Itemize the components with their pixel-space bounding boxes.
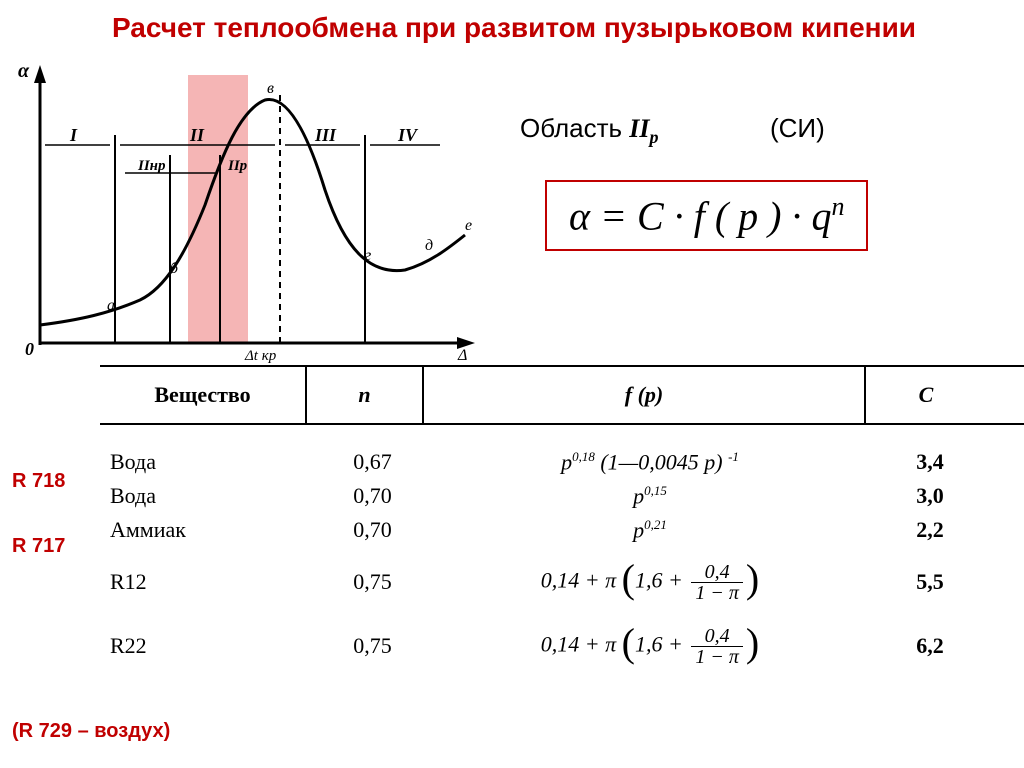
main-formula: α = C · f ( p ) · qn (545, 180, 868, 251)
svg-text:α: α (18, 60, 30, 82)
svg-text:б: б (170, 260, 179, 277)
cell-n: 0,75 (315, 569, 430, 595)
cell-c: 3,0 (870, 483, 990, 509)
svg-text:г: г (365, 247, 371, 264)
table-row: Аммиак0,70p0,212,2 (100, 513, 1024, 547)
boiling-curve-graph: α 0 I II III IV IIнр IIр а б в г д е Δt … (10, 55, 480, 365)
header-substance: Вещество (100, 367, 307, 423)
ref-r718: R 718 (12, 470, 65, 493)
cell-n: 0,75 (315, 633, 430, 659)
cell-n: 0,70 (315, 517, 430, 543)
svg-text:д: д (425, 237, 433, 254)
cell-fp: p0,18 (1—0,0045 p) -1 (430, 449, 870, 475)
svg-text:Δt кр: Δt кр (244, 348, 277, 364)
cell-c: 5,5 (870, 569, 990, 595)
table-row: Вода0,67p0,18 (1—0,0045 p) -13,4 (100, 445, 1024, 479)
cell-fp: p0,15 (430, 483, 870, 509)
table-row: R120,750,14 + π (1,6 + 0,41 − π)5,5 (100, 553, 1024, 611)
svg-text:IV: IV (397, 125, 419, 145)
svg-text:е: е (465, 217, 472, 234)
si-label: (СИ) (770, 113, 825, 144)
svg-text:IIнр: IIнр (137, 158, 166, 174)
cell-substance: Вода (100, 449, 315, 475)
table-row: R220,750,14 + π (1,6 + 0,41 − π)6,2 (100, 617, 1024, 675)
ref-r717: R 717 (12, 535, 65, 558)
svg-text:III: III (314, 125, 337, 145)
table-header: Вещество n f (p) C (100, 365, 1024, 425)
svg-text:I: I (69, 125, 78, 145)
cell-substance: R22 (100, 633, 315, 659)
svg-text:в: в (267, 80, 274, 97)
cell-n: 0,70 (315, 483, 430, 509)
cell-c: 3,4 (870, 449, 990, 475)
cell-substance: Аммиак (100, 517, 315, 543)
cell-c: 2,2 (870, 517, 990, 543)
highlight-region (188, 75, 248, 343)
cell-fp: p0,21 (430, 517, 870, 543)
ref-r729: (R 729 – воздух) (12, 720, 170, 743)
header-c: C (866, 367, 986, 423)
svg-text:Δ: Δ (457, 347, 467, 364)
cell-substance: R12 (100, 569, 315, 595)
header-n: n (307, 367, 424, 423)
svg-text:0: 0 (25, 339, 34, 359)
table-row: Вода0,70p0,153,0 (100, 479, 1024, 513)
header-fp: f (p) (424, 367, 866, 423)
region-label: Область IIp (520, 113, 659, 148)
cell-c: 6,2 (870, 633, 990, 659)
cell-fp: 0,14 + π (1,6 + 0,41 − π) (430, 562, 870, 603)
svg-text:IIр: IIр (227, 158, 248, 174)
svg-text:а: а (107, 297, 115, 314)
coefficients-table: Вещество n f (p) C Вода0,67p0,18 (1—0,00… (100, 365, 1024, 675)
page-title: Расчет теплообмена при развитом пузырько… (24, 12, 1004, 44)
cell-n: 0,67 (315, 449, 430, 475)
svg-text:II: II (189, 125, 205, 145)
cell-substance: Вода (100, 483, 315, 509)
cell-fp: 0,14 + π (1,6 + 0,41 − π) (430, 626, 870, 667)
